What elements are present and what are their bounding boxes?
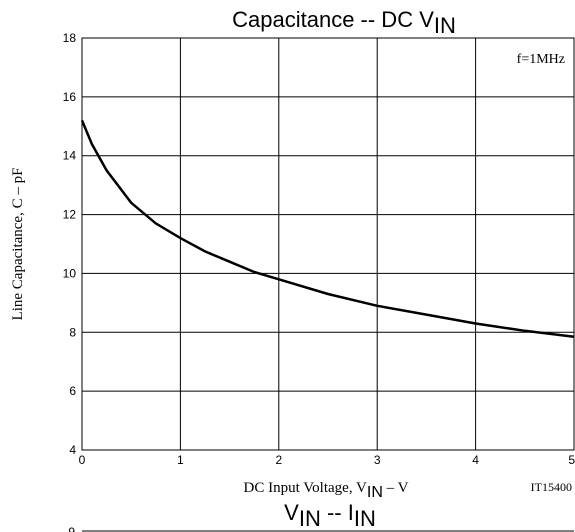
x-tick-label: 0 <box>79 453 86 467</box>
grid-lines <box>82 38 574 450</box>
second-chart-y-tick: 9 <box>68 525 75 532</box>
x-tick-labels: 0 1 2 3 4 5 <box>79 453 575 467</box>
y-tick-label: 10 <box>63 266 77 280</box>
y-tick-label: 18 <box>63 31 77 45</box>
y-tick-labels: 4 6 8 10 12 14 16 18 <box>63 31 77 457</box>
second-title-v: V <box>284 500 299 525</box>
chart-title-sub: IN <box>434 13 456 38</box>
x-axis-label: DC Input Voltage, VIN – V <box>244 480 409 501</box>
x-tick-label: 4 <box>472 453 479 467</box>
second-title-mid: -- I <box>321 500 354 525</box>
y-tick-label: 12 <box>63 208 77 222</box>
x-tick-label: 3 <box>374 453 381 467</box>
plot-area <box>81 37 575 451</box>
chart-title-main: Capacitance -- DC V <box>232 7 434 32</box>
x-tick-label: 5 <box>568 453 575 467</box>
y-tick-label: 14 <box>63 149 77 163</box>
x-axis-label-sub: IN <box>367 484 383 501</box>
y-tick-label: 4 <box>69 443 76 457</box>
x-tick-label: 2 <box>275 453 282 467</box>
second-chart-title: VIN -- IIN <box>284 500 376 531</box>
x-axis-label-main: DC Input Voltage, V <box>244 480 368 496</box>
second-title-sub2: IN <box>354 506 376 531</box>
frequency-annotation: f=1MHz <box>517 52 565 67</box>
y-axis-label: Line Capacitance, C – pF <box>10 168 26 321</box>
figure-id: IT15400 <box>531 480 572 494</box>
y-tick-label: 16 <box>63 90 77 104</box>
x-axis-label-suffix: – V <box>383 480 409 496</box>
second-title-sub1: IN <box>299 506 321 531</box>
capacitance-curve <box>80 119 575 338</box>
x-tick-label: 1 <box>177 453 184 467</box>
y-tick-label: 8 <box>69 325 76 339</box>
chart-title: Capacitance -- DC VIN <box>232 7 456 38</box>
y-tick-label: 6 <box>69 384 76 398</box>
